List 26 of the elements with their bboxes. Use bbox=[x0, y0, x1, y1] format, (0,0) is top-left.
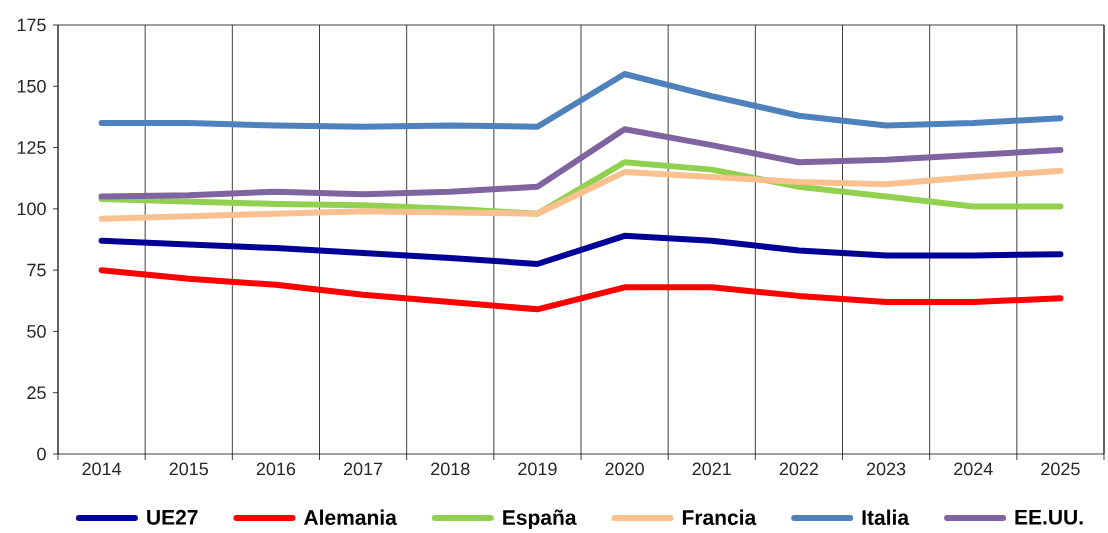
x-tick-label: 2023 bbox=[866, 462, 906, 476]
legend-label: Italia bbox=[862, 509, 910, 525]
y-tick-label: 50 bbox=[27, 325, 46, 338]
x-tick-label: 2015 bbox=[169, 462, 208, 476]
x-tick-label: 2021 bbox=[692, 462, 731, 476]
x-tick-label: 2022 bbox=[779, 462, 819, 476]
y-tick-label: 25 bbox=[27, 386, 46, 400]
y-tick-label: 175 bbox=[17, 18, 46, 32]
legend-label: Francia bbox=[682, 509, 757, 525]
y-tick-label: 0 bbox=[37, 447, 46, 461]
legend-label: España bbox=[503, 509, 577, 530]
x-tick-label: 2017 bbox=[343, 462, 383, 476]
x-tick-label: 2016 bbox=[256, 462, 296, 476]
y-tick-label: 125 bbox=[17, 141, 46, 154]
y-tick-label: 75 bbox=[27, 263, 46, 277]
y-tick-label: 150 bbox=[17, 79, 46, 93]
legend-label: UE27 bbox=[147, 509, 198, 525]
x-tick-label: 2025 bbox=[1041, 462, 1080, 476]
x-tick-label: 2024 bbox=[954, 462, 993, 476]
legend-label: Alemania bbox=[303, 509, 397, 525]
x-tick-label: 2019 bbox=[518, 462, 557, 476]
y-tick-label: 100 bbox=[17, 202, 46, 216]
x-tick-label: 2018 bbox=[431, 462, 470, 476]
x-tick-label: 2020 bbox=[605, 462, 644, 476]
legend-label: EE.UU. bbox=[1015, 509, 1083, 525]
x-tick-label: 2014 bbox=[82, 462, 122, 476]
